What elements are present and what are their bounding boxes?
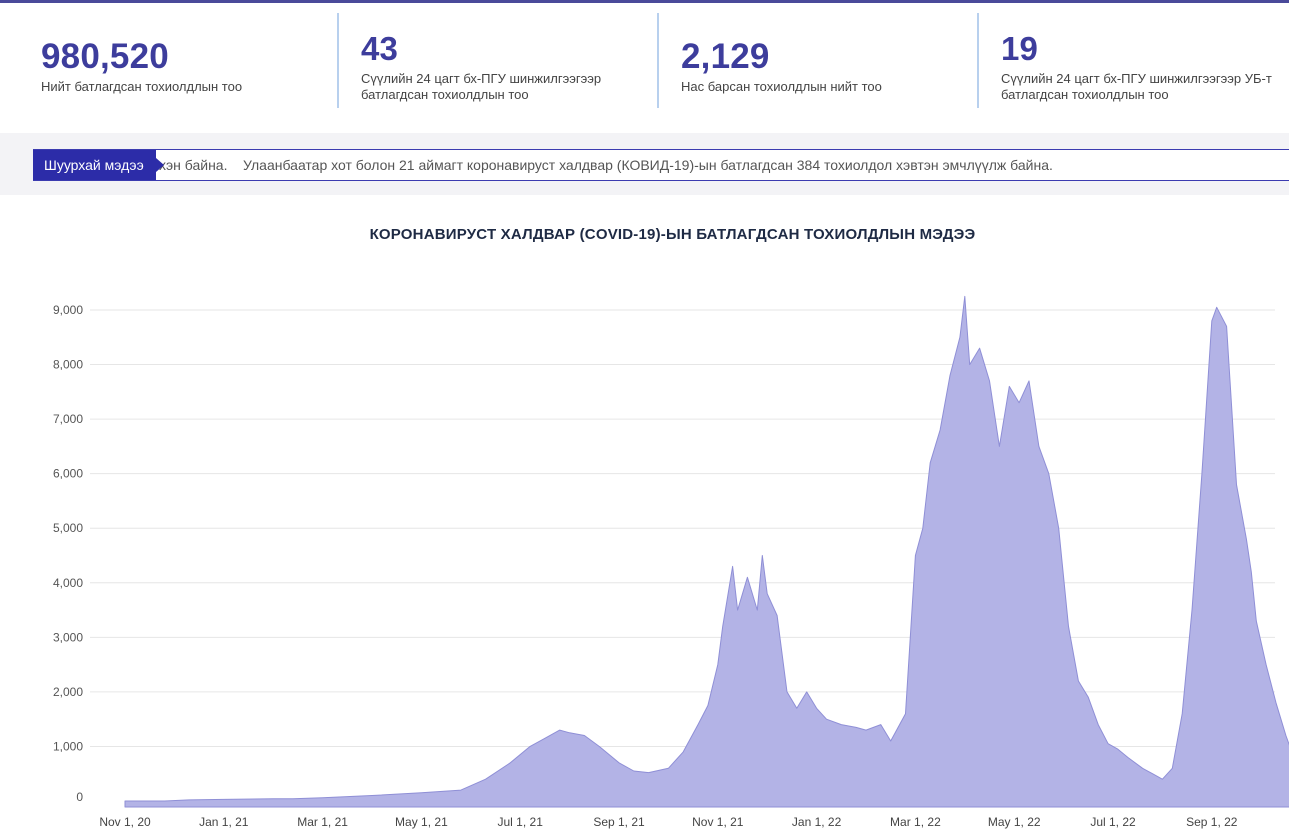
stats-panel: 980,520 Нийт батлагдсан тохиолдлын тоо 4… bbox=[0, 3, 1289, 133]
top-accent-bar bbox=[0, 0, 1289, 3]
stat-deaths-value: 2,129 bbox=[681, 37, 770, 76]
x-tick-label: Nov 1, 20 bbox=[99, 815, 151, 829]
y-tick-label: 4,000 bbox=[53, 576, 83, 590]
x-tick-label: Jul 1, 22 bbox=[1090, 815, 1136, 829]
news-ticker-bar[interactable]: Шуурхай мэдээ хэн байна. Улаанбаатар хот… bbox=[33, 149, 1289, 181]
x-tick-label: Sep 1, 21 bbox=[593, 815, 645, 829]
stat-24h-confirmed-value: 43 bbox=[361, 30, 399, 67]
stat-24h-ub-confirmed-value: 19 bbox=[1001, 30, 1039, 67]
x-tick-label: Jul 1, 21 bbox=[498, 815, 544, 829]
x-tick-label: Mar 1, 22 bbox=[890, 815, 941, 829]
stat-divider bbox=[657, 13, 659, 108]
news-section: Шуурхай мэдээ хэн байна. Улаанбаатар хот… bbox=[0, 133, 1289, 195]
stat-divider bbox=[977, 13, 979, 108]
x-tick-label: Nov 1, 21 bbox=[692, 815, 744, 829]
x-axis: Nov 1, 20 Jan 1, 21 Mar 1, 21 May 1, 21 Jul … bbox=[99, 815, 1238, 829]
x-tick-label: Jan 1, 21 bbox=[199, 815, 249, 829]
y-tick-label: 6,000 bbox=[53, 467, 83, 481]
y-tick-label: 2,000 bbox=[53, 685, 83, 699]
cases-chart[interactable]: 0 1,000 2,000 3,000 4,000 5,000 6,000 7,000 8,00… bbox=[0, 260, 1289, 830]
x-tick-label: Mar 1, 21 bbox=[297, 815, 348, 829]
stat-divider bbox=[337, 13, 339, 108]
news-ticker-text[interactable]: хэн байна. Улаанбаатар хот болон 21 айма… bbox=[159, 157, 1053, 173]
x-tick-label: Jan 1, 22 bbox=[792, 815, 842, 829]
stat-24h-ub-confirmed: 19 Сүүлийн 24 цагт бх-ПГУ шинжилгээгээр … bbox=[1001, 29, 1289, 124]
x-tick-label: Sep 1, 22 bbox=[1186, 815, 1238, 829]
stat-total-confirmed-label: Нийт батлагдсан тохиолдлын тоо bbox=[41, 79, 243, 94]
stat-total-confirmed-value: 980,520 bbox=[41, 37, 169, 76]
stat-deaths-label: Нас барсан тохиолдлын нийт тоо bbox=[681, 79, 882, 94]
stat-24h-confirmed: 43 Сүүлийн 24 цагт бх-ПГУ шинжилгээгээр … bbox=[361, 29, 661, 124]
y-tick-label: 0 bbox=[76, 790, 83, 804]
x-tick-label: May 1, 22 bbox=[988, 815, 1041, 829]
cases-area-series[interactable] bbox=[124, 295, 1289, 808]
y-tick-label: 3,000 bbox=[53, 630, 83, 644]
stat-deaths: 2,129 Нас барсан тохиолдлын нийт тоо bbox=[681, 37, 981, 132]
y-tick-label: 1,000 bbox=[53, 739, 83, 753]
stat-24h-confirmed-label: Сүүлийн 24 цагт бх-ПГУ шинжилгээгээр бат… bbox=[361, 71, 602, 102]
y-tick-label: 9,000 bbox=[53, 303, 83, 317]
y-tick-label: 7,000 bbox=[53, 412, 83, 426]
news-tag: Шуурхай мэдээ bbox=[33, 150, 164, 180]
y-tick-label: 8,000 bbox=[53, 358, 83, 372]
stat-total-confirmed: 980,520 Нийт батлагдсан тохиолдлын тоо bbox=[41, 37, 341, 132]
chart-title: КОРОНАВИРУСТ ХАЛДВАР (COVID-19)-ЫН БАТЛА… bbox=[369, 226, 976, 243]
y-axis: 0 1,000 2,000 3,000 4,000 5,000 6,000 7,000 8,00… bbox=[53, 303, 83, 804]
stat-24h-ub-confirmed-label: Сүүлийн 24 цагт бх-ПГУ шинжилгээгээр УБ-… bbox=[1001, 71, 1272, 102]
x-tick-label: May 1, 21 bbox=[395, 815, 448, 829]
y-tick-label: 5,000 bbox=[53, 521, 83, 535]
